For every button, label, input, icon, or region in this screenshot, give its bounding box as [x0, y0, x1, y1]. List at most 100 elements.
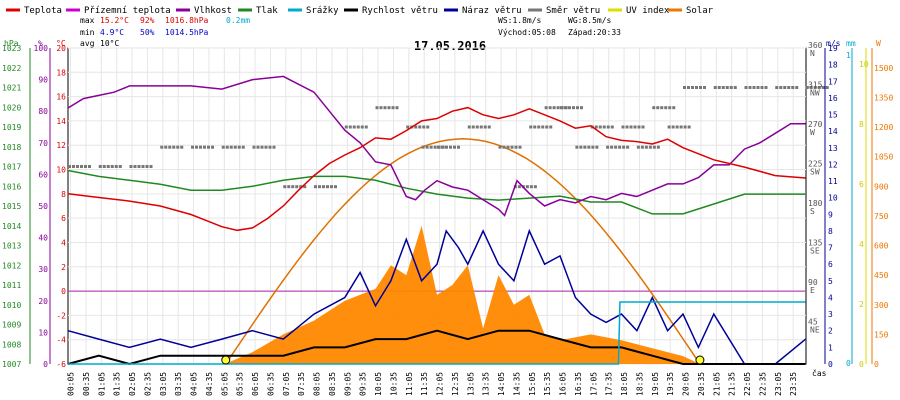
wind-dir-mark — [725, 86, 729, 89]
axis-pct-tick: 40 — [38, 234, 48, 243]
axis-hpa-tick: 1011 — [2, 281, 21, 290]
axis-w-tick: 1050 — [874, 153, 893, 162]
wind-dir-mark — [295, 185, 299, 189]
legend-label-9: Solar — [686, 6, 714, 16]
legend-label-6: Náraz větru — [462, 6, 522, 16]
wind-dir-mark — [264, 145, 268, 149]
axis-dir-tick: 135 — [808, 239, 823, 248]
axis-x-tick: 05:35 — [236, 372, 245, 396]
wind-dir-mark — [268, 145, 272, 149]
axis-hpa-tick: 1010 — [2, 301, 21, 310]
wind-dir-mark — [817, 86, 821, 89]
wind-dir-mark — [299, 185, 303, 189]
axis-uv-tick: 4 — [859, 240, 864, 249]
axis-x-tick: 17:05 — [589, 372, 598, 396]
wind-dir-mark — [352, 125, 356, 129]
wind-dir-mark — [180, 145, 184, 149]
axis-x-label: čas — [812, 368, 827, 378]
wind-dir-mark — [422, 125, 426, 129]
axis-ms-tick: 2 — [828, 327, 833, 336]
wind-dir-mark — [602, 125, 606, 129]
series-humidity — [67, 75, 806, 217]
axis-hpa-tick: 1019 — [2, 123, 21, 132]
axis-x-tick: 10:35 — [389, 372, 398, 396]
axis-dir-tick: 360 — [808, 41, 823, 50]
wind-dir-mark — [164, 145, 168, 149]
axis-x-tick: 18:35 — [635, 372, 644, 396]
axis-x-tick: 13:35 — [482, 372, 491, 396]
wind-dir-mark — [713, 86, 717, 89]
wind-dir-mark — [695, 86, 698, 89]
legend-label-3: Tlak — [256, 6, 278, 16]
axis-x-tick: 11:05 — [405, 372, 414, 396]
axis-x-tick: 14:35 — [512, 372, 521, 396]
wind-dir-mark — [145, 165, 149, 168]
uv-marker-sunrise — [221, 355, 231, 365]
wind-dir-mark — [664, 106, 668, 110]
wind-dir-mark — [291, 185, 295, 189]
legend-label-5: Rychlost větru — [362, 6, 438, 16]
axis-x-tick: 00:05 — [67, 372, 76, 396]
axis-temp-tick: 14 — [56, 117, 66, 126]
axis-x-tick: 21:05 — [712, 372, 721, 396]
wind-dir-mark — [229, 145, 233, 149]
wind-dir-mark — [703, 86, 706, 89]
axis-temp-tick: -4 — [56, 336, 66, 345]
wind-dir-mark — [606, 125, 610, 129]
wind-dir-mark — [560, 106, 563, 110]
axis-hpa-tick: 1022 — [2, 64, 21, 73]
wind-dir-mark — [614, 145, 618, 149]
wind-dir-mark — [671, 125, 675, 129]
axis-x-tick: 17:35 — [605, 372, 614, 396]
axis-w-tick: 150 — [874, 330, 889, 339]
legend-label-7: Směr větru — [546, 6, 600, 16]
wind-dir-mark — [564, 106, 567, 110]
axis-hpa-tick: 1014 — [2, 222, 21, 231]
stat-min-press: 1014.5hPa — [165, 28, 209, 37]
axis-x-tick: 23:35 — [789, 372, 798, 396]
wind-dir-mark — [437, 145, 440, 149]
wind-dir-mark — [221, 145, 225, 149]
axis-dir-tick: 180 — [808, 199, 823, 208]
axis-uv-tick: 10 — [859, 60, 869, 69]
wind-dir-mark — [322, 185, 325, 189]
axis-x-tick: 22:05 — [743, 372, 752, 396]
wind-dir-mark — [733, 86, 737, 89]
wind-dir-mark — [498, 145, 502, 149]
wind-dir-mark — [176, 145, 180, 149]
wind-dir-mark — [648, 145, 652, 149]
stat-avg-label: avg — [80, 39, 95, 48]
axis-x-tick: 22:35 — [758, 372, 767, 396]
wind-dir-mark — [395, 106, 399, 110]
axis-ms-tick: 8 — [828, 227, 833, 236]
axis-ms-tick: 16 — [828, 94, 838, 103]
axis-temp-tick: 6 — [61, 214, 66, 223]
axis-uv-tick: 0 — [859, 360, 864, 369]
wind-dir-mark — [233, 145, 237, 149]
wind-dir-mark — [568, 106, 571, 110]
axis-x-tick: 08:05 — [313, 372, 322, 396]
wind-dir-mark — [641, 125, 645, 129]
axis-hpa-tick: 1016 — [2, 182, 21, 191]
axis-dir-tick: 45 — [808, 318, 818, 327]
axis-ms-tick: 5 — [828, 277, 833, 286]
wind-dir-mark — [199, 145, 202, 149]
axis-x-tick: 06:05 — [251, 372, 260, 396]
axis-x-tick: 00:35 — [82, 372, 91, 396]
wind-dir-mark — [556, 106, 560, 110]
axis-x-tick: 12:05 — [436, 372, 445, 396]
axis-pct-tick: 30 — [38, 265, 48, 274]
wind-dir-mark — [679, 125, 683, 129]
wind-gust-info: WG:8.5m/s — [568, 16, 612, 25]
axis-x-tick: 19:35 — [666, 372, 675, 396]
axis-pct-tick: 100 — [34, 44, 49, 53]
axis-x-tick: 09:35 — [359, 372, 368, 396]
wind-dir-mark — [783, 86, 787, 89]
wind-dir-mark — [318, 185, 321, 189]
series-wind-gust — [67, 228, 807, 365]
axis-mm-tick: 1 — [846, 51, 851, 60]
wind-dir-mark — [418, 125, 422, 129]
wind-dir-mark — [683, 86, 686, 89]
axis-x-tick: 20:05 — [682, 372, 691, 396]
